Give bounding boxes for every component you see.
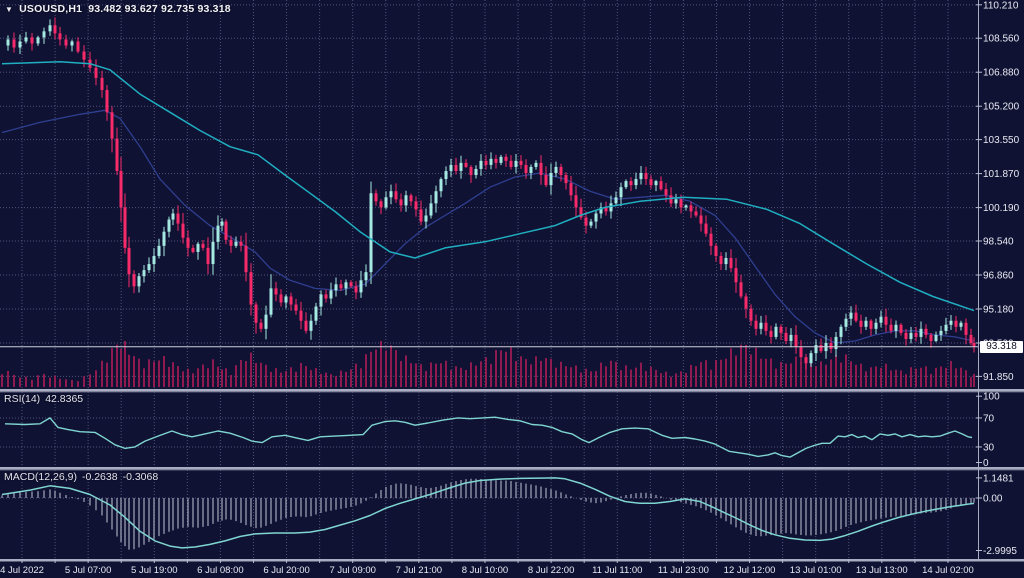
volume-series bbox=[1, 341, 975, 387]
price-axis-label: 96.860 bbox=[983, 271, 1014, 282]
current-price-tag: 93.318 bbox=[980, 341, 1023, 353]
rsi-line bbox=[4, 416, 973, 458]
macd-name: MACD(12,26,9) bbox=[4, 471, 77, 483]
time-axis-label: 11 Jul 23:00 bbox=[658, 565, 709, 576]
rsi-axis-label: 100 bbox=[983, 392, 1000, 403]
panel-separators bbox=[0, 0, 1024, 562]
price-axis[interactable]: 110.210 108.560 106.880 105.200 103.550 101.8… bbox=[976, 0, 1020, 557]
price-axis-label: 101.870 bbox=[983, 169, 1020, 180]
price-axis-label: 108.560 bbox=[983, 34, 1020, 45]
time-axis-label: 6 Jul 20:00 bbox=[263, 565, 309, 576]
price-axis-label: 100.190 bbox=[983, 203, 1020, 214]
time-axis-label: 12 Jul 12:00 bbox=[724, 565, 776, 576]
time-axis-label: 8 Jul 10:00 bbox=[462, 565, 508, 576]
time-axis-label: 7 Jul 09:00 bbox=[329, 565, 375, 576]
title-bar: ▼ USOUSD,H1 93.482 93.627 92.735 93.318 bbox=[5, 3, 231, 15]
time-axis-label: 7 Jul 21:00 bbox=[396, 565, 442, 576]
rsi-value: 42.8365 bbox=[45, 393, 84, 405]
macd-signal-line bbox=[1, 477, 975, 549]
ma-fast-navy-line bbox=[1, 109, 975, 344]
price-axis-label: 105.200 bbox=[983, 102, 1020, 113]
time-axis-label: 8 Jul 22:00 bbox=[528, 565, 574, 576]
rsi-indicator-label: RSI(14) 42.8365 bbox=[4, 393, 88, 405]
price-axis-label: 95.180 bbox=[983, 305, 1014, 316]
symbol-dropdown-icon[interactable]: ▼ bbox=[5, 4, 14, 14]
price-axis-label: 106.880 bbox=[983, 68, 1020, 79]
rsi-name: RSI(14) bbox=[4, 393, 41, 405]
rsi-axis-label: 70 bbox=[983, 413, 995, 424]
price-axis-label: 110.210 bbox=[983, 0, 1019, 11]
time-axis-label: 4 Jul 2022 bbox=[0, 565, 44, 576]
time-axis[interactable]: 4 Jul 2022 5 Jul 07:00 5 Jul 19:00 6 Jul 08… bbox=[0, 559, 974, 576]
time-axis-label: 13 Jul 01:00 bbox=[790, 565, 842, 576]
time-axis-label: 14 Jul 02:00 bbox=[922, 565, 974, 576]
macd-signal-value: -0.3068 bbox=[122, 471, 159, 483]
time-axis-label: 11 Jul 11:00 bbox=[592, 565, 642, 576]
candlestick-series bbox=[6, 17, 976, 370]
ohlc-readout: 93.482 93.627 92.735 93.318 bbox=[88, 3, 231, 15]
price-axis-label: 98.540 bbox=[983, 237, 1014, 248]
macd-axis-label: -2.9995 bbox=[983, 546, 1017, 557]
ma-slow-cyan-line bbox=[1, 60, 975, 312]
symbol-timeframe: USOUSD,H1 bbox=[19, 3, 83, 15]
time-axis-label: 13 Jul 13:00 bbox=[856, 565, 908, 576]
macd-axis-label: 1.1481 bbox=[983, 473, 1014, 484]
price-axis-label: 103.550 bbox=[983, 135, 1020, 146]
rsi-axis-label: 0 bbox=[983, 458, 989, 469]
time-axis-label: 5 Jul 07:00 bbox=[65, 565, 111, 576]
price-axis-label: 91.850 bbox=[983, 372, 1014, 383]
rsi-axis-label: 30 bbox=[983, 442, 995, 453]
macd-axis-label: 0.00 bbox=[983, 494, 1003, 505]
time-axis-label: 6 Jul 08:00 bbox=[197, 565, 243, 576]
macd-value: -0.2638 bbox=[81, 471, 118, 483]
macd-indicator-label: MACD(12,26,9) -0.2638 -0.3068 bbox=[4, 471, 163, 483]
macd-histogram bbox=[1, 478, 975, 550]
grid-lines bbox=[0, 0, 978, 559]
time-axis-label: 5 Jul 19:00 bbox=[131, 565, 177, 576]
